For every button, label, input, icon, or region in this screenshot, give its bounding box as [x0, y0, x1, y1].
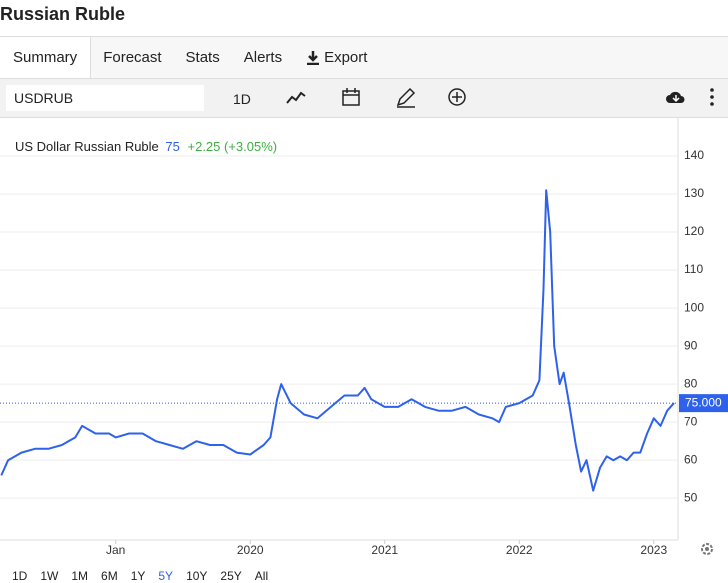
- y-tick-label: 140: [684, 148, 704, 162]
- y-tick-label: 80: [684, 376, 698, 390]
- chart: 50 60 70 80 90 100 110 120 130 140 Jan 2020 2021 2022…: [0, 118, 728, 557]
- legend-change: +2.25 (+3.05%): [187, 139, 278, 154]
- range-button[interactable]: 1W: [40, 569, 59, 583]
- range-button[interactable]: 25Y: [220, 569, 242, 583]
- toolbar: USDRUB 1D: [0, 79, 728, 118]
- y-tick-label: 100: [684, 300, 704, 314]
- calendar-icon[interactable]: [341, 87, 361, 107]
- tab[interactable]: Forecast: [103, 49, 162, 66]
- settings-icon[interactable]: [699, 541, 715, 557]
- download-icon: [307, 50, 320, 65]
- range-button[interactable]: 5Y: [158, 569, 174, 583]
- tab[interactable]: Alerts: [243, 49, 283, 66]
- x-tick-label: 2021: [371, 543, 398, 557]
- x-tick-label: 2020: [237, 543, 264, 557]
- y-tick-label: 110: [684, 262, 703, 276]
- tab[interactable]: Summary: [0, 37, 92, 78]
- chart-type-icon[interactable]: [285, 89, 307, 107]
- range-button[interactable]: All: [254, 569, 269, 583]
- y-tick-label: 120: [684, 224, 704, 238]
- tab-bar: Summary Forecast Stats Alerts Export: [0, 36, 728, 79]
- menu-icon[interactable]: [708, 87, 716, 109]
- draw-icon[interactable]: [395, 86, 417, 108]
- price-line: [0, 189, 675, 492]
- range-button[interactable]: 10Y: [186, 569, 208, 583]
- range-button[interactable]: 1M: [71, 569, 89, 583]
- x-tick-label: Jan: [106, 543, 125, 557]
- price-marker-box: [679, 394, 728, 413]
- y-tick-label: 60: [684, 452, 698, 466]
- y-tick-label: 50: [684, 490, 698, 504]
- add-icon[interactable]: [447, 87, 467, 107]
- tab[interactable]: Stats: [185, 49, 220, 66]
- x-tick-label: 2022: [506, 543, 533, 557]
- y-tick-label: 70: [684, 414, 698, 428]
- range-bar: 1D 1W 1M 6M 1Y 5Y 10Y 25Y All: [12, 569, 281, 583]
- x-tick-label: 2023: [640, 543, 667, 557]
- legend: US Dollar Russian Ruble 75 +2.25 (+3.05%…: [15, 139, 277, 154]
- y-tick-label: 130: [684, 186, 704, 200]
- legend-name: US Dollar Russian Ruble: [15, 139, 159, 154]
- range-button[interactable]: 6M: [101, 569, 118, 583]
- y-tick-label: 90: [684, 338, 698, 352]
- range-button[interactable]: 1D: [12, 569, 28, 583]
- cloud-download-icon[interactable]: [665, 88, 687, 106]
- symbol-input[interactable]: USDRUB: [6, 85, 204, 111]
- interval-button[interactable]: 1D: [233, 91, 251, 107]
- tab-label: Export: [324, 49, 368, 66]
- price-marker-label: 75.000: [685, 395, 722, 409]
- legend-value: 75: [165, 139, 180, 154]
- page-title: Russian Ruble: [0, 4, 126, 24]
- range-button[interactable]: 1Y: [130, 569, 146, 583]
- tab[interactable]: Export: [294, 37, 379, 78]
